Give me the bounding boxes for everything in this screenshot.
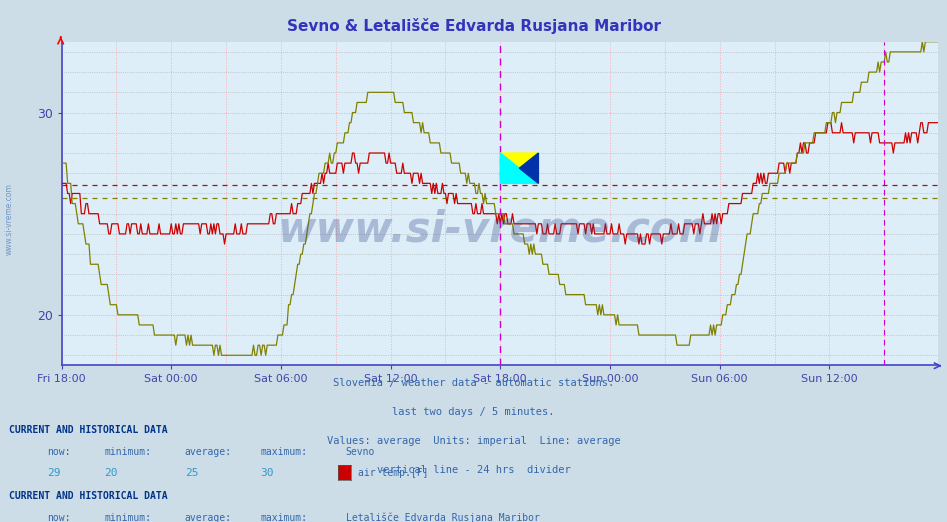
Text: Sevno: Sevno: [346, 447, 375, 457]
Text: last two days / 5 minutes.: last two days / 5 minutes.: [392, 407, 555, 417]
Text: CURRENT AND HISTORICAL DATA: CURRENT AND HISTORICAL DATA: [9, 425, 169, 435]
Polygon shape: [500, 153, 539, 183]
Text: maximum:: maximum:: [260, 447, 308, 457]
Text: maximum:: maximum:: [260, 513, 308, 522]
Text: air temp.[F]: air temp.[F]: [358, 468, 428, 478]
Text: now:: now:: [47, 513, 71, 522]
Polygon shape: [500, 153, 539, 183]
Text: 25: 25: [185, 468, 198, 478]
Text: now:: now:: [47, 447, 71, 457]
Text: vertical line - 24 hrs  divider: vertical line - 24 hrs divider: [377, 465, 570, 474]
Text: www.si-vreme.com: www.si-vreme.com: [5, 183, 14, 255]
Text: Values: average  Units: imperial  Line: average: Values: average Units: imperial Line: av…: [327, 436, 620, 446]
Text: minimum:: minimum:: [104, 513, 152, 522]
Text: 20: 20: [104, 468, 117, 478]
Text: CURRENT AND HISTORICAL DATA: CURRENT AND HISTORICAL DATA: [9, 491, 169, 501]
Text: minimum:: minimum:: [104, 447, 152, 457]
Text: average:: average:: [185, 513, 232, 522]
Text: www.si-vreme.com: www.si-vreme.com: [277, 208, 722, 251]
Text: average:: average:: [185, 447, 232, 457]
Text: Letališče Edvarda Rusjana Maribor: Letališče Edvarda Rusjana Maribor: [346, 513, 540, 522]
Text: Sevno & Letališče Edvarda Rusjana Maribor: Sevno & Letališče Edvarda Rusjana Maribo…: [287, 18, 660, 34]
Text: 30: 30: [260, 468, 274, 478]
Polygon shape: [519, 153, 539, 183]
Text: Slovenia / weather data - automatic stations.: Slovenia / weather data - automatic stat…: [333, 378, 614, 388]
Text: 29: 29: [47, 468, 61, 478]
